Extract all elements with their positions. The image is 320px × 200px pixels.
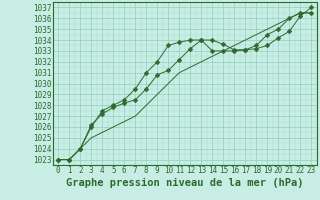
X-axis label: Graphe pression niveau de la mer (hPa): Graphe pression niveau de la mer (hPa)	[66, 178, 304, 188]
